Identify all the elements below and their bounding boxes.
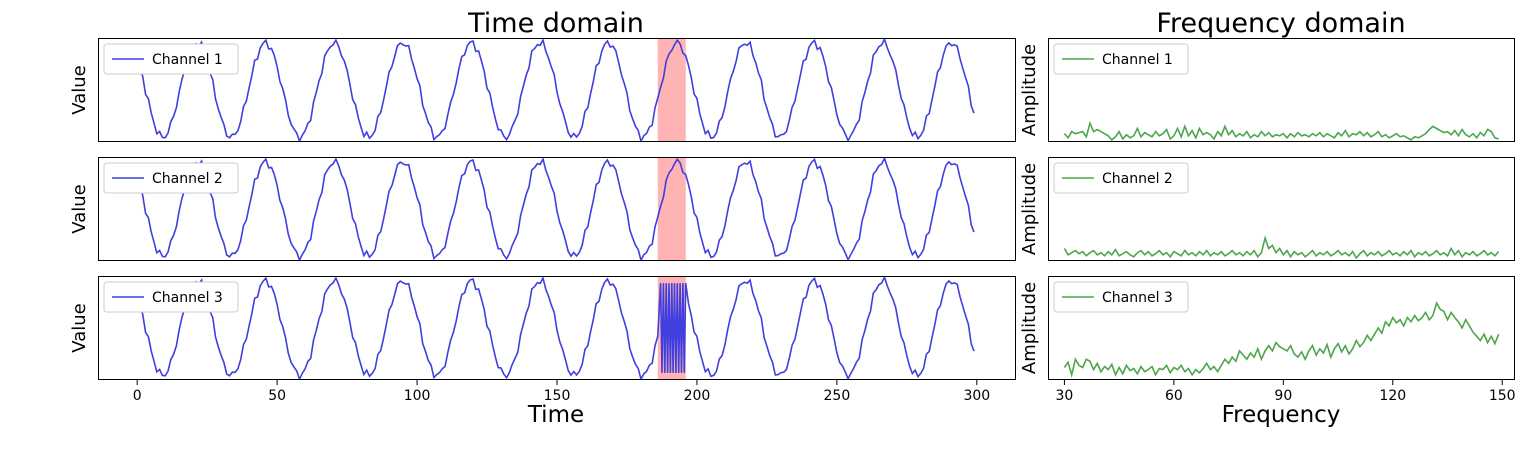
x-tick-label: 300 [963, 388, 990, 404]
legend-label: Channel 2 [152, 171, 223, 187]
panel-time-1: Value Channel 1 [69, 38, 1016, 142]
legend-box [103, 43, 239, 75]
legend-box [1053, 43, 1189, 75]
legend-label: Channel 1 [1102, 52, 1173, 68]
series-line-channel-1 [1063, 120, 1499, 142]
axes-frame [98, 38, 1016, 142]
frequency-axis-label: Frequency [1222, 402, 1341, 428]
time-domain-title: Time domain [467, 8, 644, 39]
series-line-channel-3 [1063, 300, 1500, 378]
panel-time-2: Value Channel 2 [69, 157, 1016, 261]
y-axis-label: Value [69, 65, 90, 114]
x-tick-label: 250 [824, 388, 851, 404]
series-line-channel-2 [1063, 235, 1500, 260]
x-tick-label: 60 [1165, 388, 1183, 404]
x-tick-label: 30 [1056, 388, 1074, 404]
y-axis-label: Amplitude [1019, 44, 1040, 136]
panel-freq-2: Amplitude Channel 2 [1019, 157, 1515, 261]
x-tick-label: 0 [133, 388, 142, 404]
legend: Channel 2 [1053, 162, 1189, 194]
axes-frame [1048, 38, 1515, 142]
legend: Channel 1 [1053, 43, 1189, 75]
legend-label: Channel 1 [152, 52, 223, 68]
axes-frame [98, 157, 1016, 261]
y-axis-label: Value [69, 303, 90, 352]
x-tick-label: 90 [1274, 388, 1292, 404]
series-line-channel-3 [136, 276, 975, 380]
y-axis-label: Amplitude [1019, 163, 1040, 255]
legend: Channel 2 [103, 162, 239, 194]
x-tick-label: 150 [544, 388, 571, 404]
time-axis-label: Time [527, 402, 584, 428]
axes-frame [1048, 157, 1515, 261]
legend: Channel 3 [1053, 281, 1189, 313]
axes-frame [1048, 276, 1515, 380]
y-axis-label: Value [69, 184, 90, 233]
legend-label: Channel 3 [152, 290, 223, 306]
anomaly-band [657, 38, 686, 142]
x-tick-label: 50 [268, 388, 286, 404]
panel-time-3: Value Channel 3 0 50 100 150 200 250 300 [69, 276, 1016, 404]
legend-box [1053, 162, 1189, 194]
panel-freq-1: Amplitude Channel 1 [1019, 38, 1515, 142]
legend-label: Channel 3 [1102, 290, 1173, 306]
legend: Channel 3 [103, 281, 239, 313]
series-line-channel-2 [136, 157, 975, 261]
x-tick-label: 150 [1489, 388, 1516, 404]
axes-frame [98, 276, 1016, 380]
legend-box [103, 281, 239, 313]
anomaly-band [657, 157, 686, 261]
legend-label: Channel 2 [1102, 171, 1173, 187]
legend-box [1053, 281, 1189, 313]
panel-freq-3: Amplitude Channel 3 30 60 90 120 150 [1019, 276, 1516, 404]
x-tick-label: 120 [1379, 388, 1406, 404]
legend-box [103, 162, 239, 194]
y-axis-label: Amplitude [1019, 282, 1040, 374]
x-tick-label: 200 [684, 388, 711, 404]
legend: Channel 1 [103, 43, 239, 75]
frequency-domain-title: Frequency domain [1156, 8, 1405, 39]
series-line-channel-1 [136, 38, 975, 142]
x-tick-label: 100 [404, 388, 431, 404]
